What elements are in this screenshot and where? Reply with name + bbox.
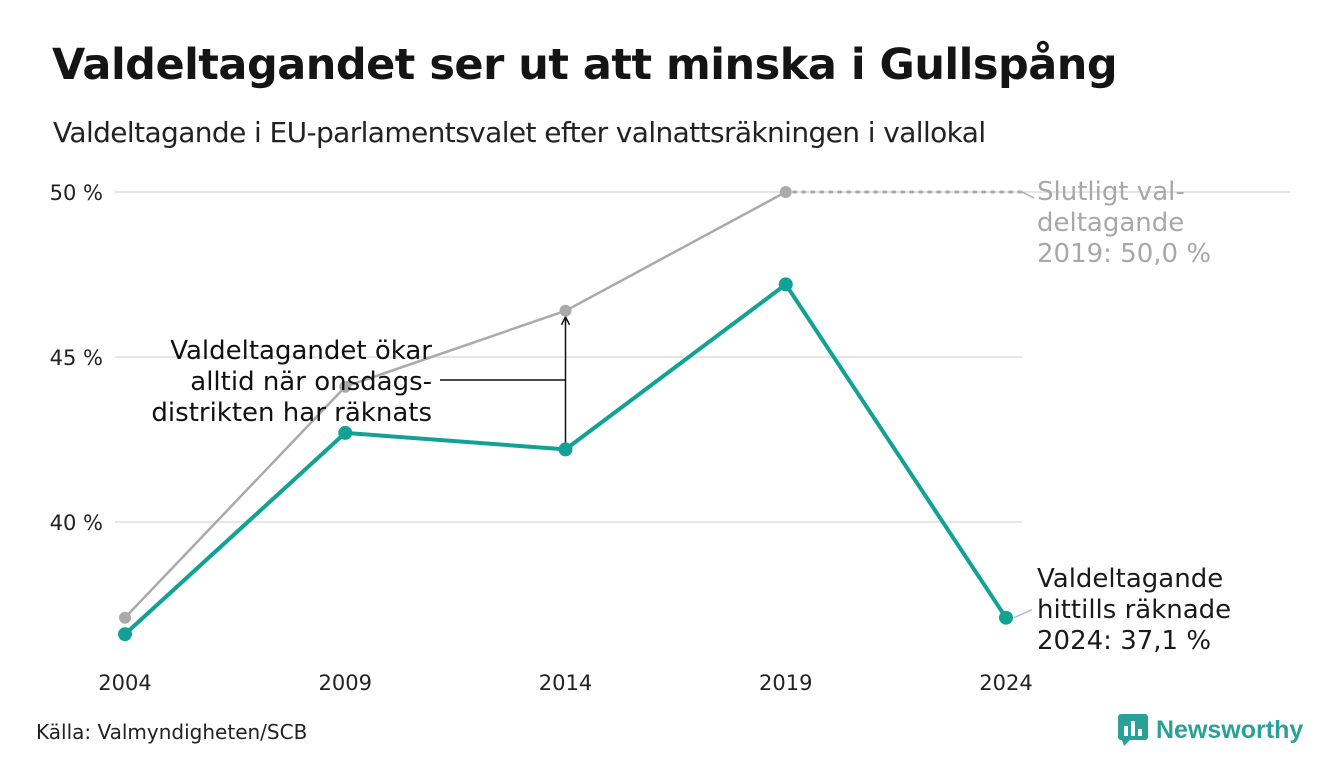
x-tick-label: 2014 bbox=[539, 671, 592, 695]
brand-name: Newsworthy bbox=[1156, 715, 1304, 744]
final-point-2004 bbox=[119, 611, 131, 624]
final-point-2019 bbox=[779, 186, 792, 198]
final-point-2014 bbox=[559, 304, 572, 317]
chart-title: Valdeltagandet ser ut att minska i Gulls… bbox=[52, 40, 1118, 90]
newsworthy-logo-icon bbox=[1118, 714, 1148, 746]
series-points bbox=[118, 186, 1013, 642]
y-tick-label: 40 % bbox=[50, 511, 103, 535]
final-line bbox=[123, 190, 787, 619]
annotation-texts: Slutligt val-deltagande 2019: 50,0 % Valde… bbox=[151, 177, 1231, 656]
election-night-point-2024 bbox=[999, 610, 1013, 625]
x-tick-label: 2024 bbox=[979, 671, 1032, 695]
line-chart: 40 % 45 % 50 % 2004 2009 2014 2019 2024 Slutli… bbox=[50, 177, 1290, 695]
x-tick-label: 2004 bbox=[98, 671, 151, 695]
source-note: Källa: Valmyndigheten/SCB bbox=[36, 720, 308, 744]
grid-lines bbox=[115, 191, 1290, 523]
election-night-point-2009 bbox=[338, 425, 353, 440]
y-axis-ticks: 40 % 45 % 50 % bbox=[50, 181, 103, 535]
final-label-connector bbox=[1021, 191, 1035, 199]
final-value-label: Slutligt val-deltagande 2019: 50,0 % bbox=[1037, 177, 1211, 269]
chart-subtitle: Valdeltagande i EU-parlamentsvalet efter… bbox=[53, 116, 986, 149]
y-tick-label: 50 % bbox=[50, 181, 103, 205]
final-point-2009 bbox=[339, 380, 352, 393]
current-label-connector bbox=[1013, 609, 1033, 619]
annotation-connectors bbox=[440, 190, 1035, 619]
x-axis-ticks: 2004 2009 2014 2019 2024 bbox=[98, 671, 1032, 695]
x-tick-label: 2019 bbox=[759, 671, 812, 695]
newsworthy-logo[interactable]: Newsworthy bbox=[1118, 714, 1303, 746]
election-night-point-2019 bbox=[778, 277, 793, 292]
counting-note: Valdeltagandet ökar alltid när onsdags-di… bbox=[151, 336, 432, 428]
x-tick-label: 2009 bbox=[319, 671, 372, 695]
election-night-point-2004 bbox=[118, 627, 132, 642]
y-tick-label: 45 % bbox=[50, 346, 103, 370]
election-night-point-2014 bbox=[558, 442, 573, 457]
current-value-label: Valdeltagande hittills räknade 2024: 37,1 … bbox=[1037, 564, 1231, 656]
